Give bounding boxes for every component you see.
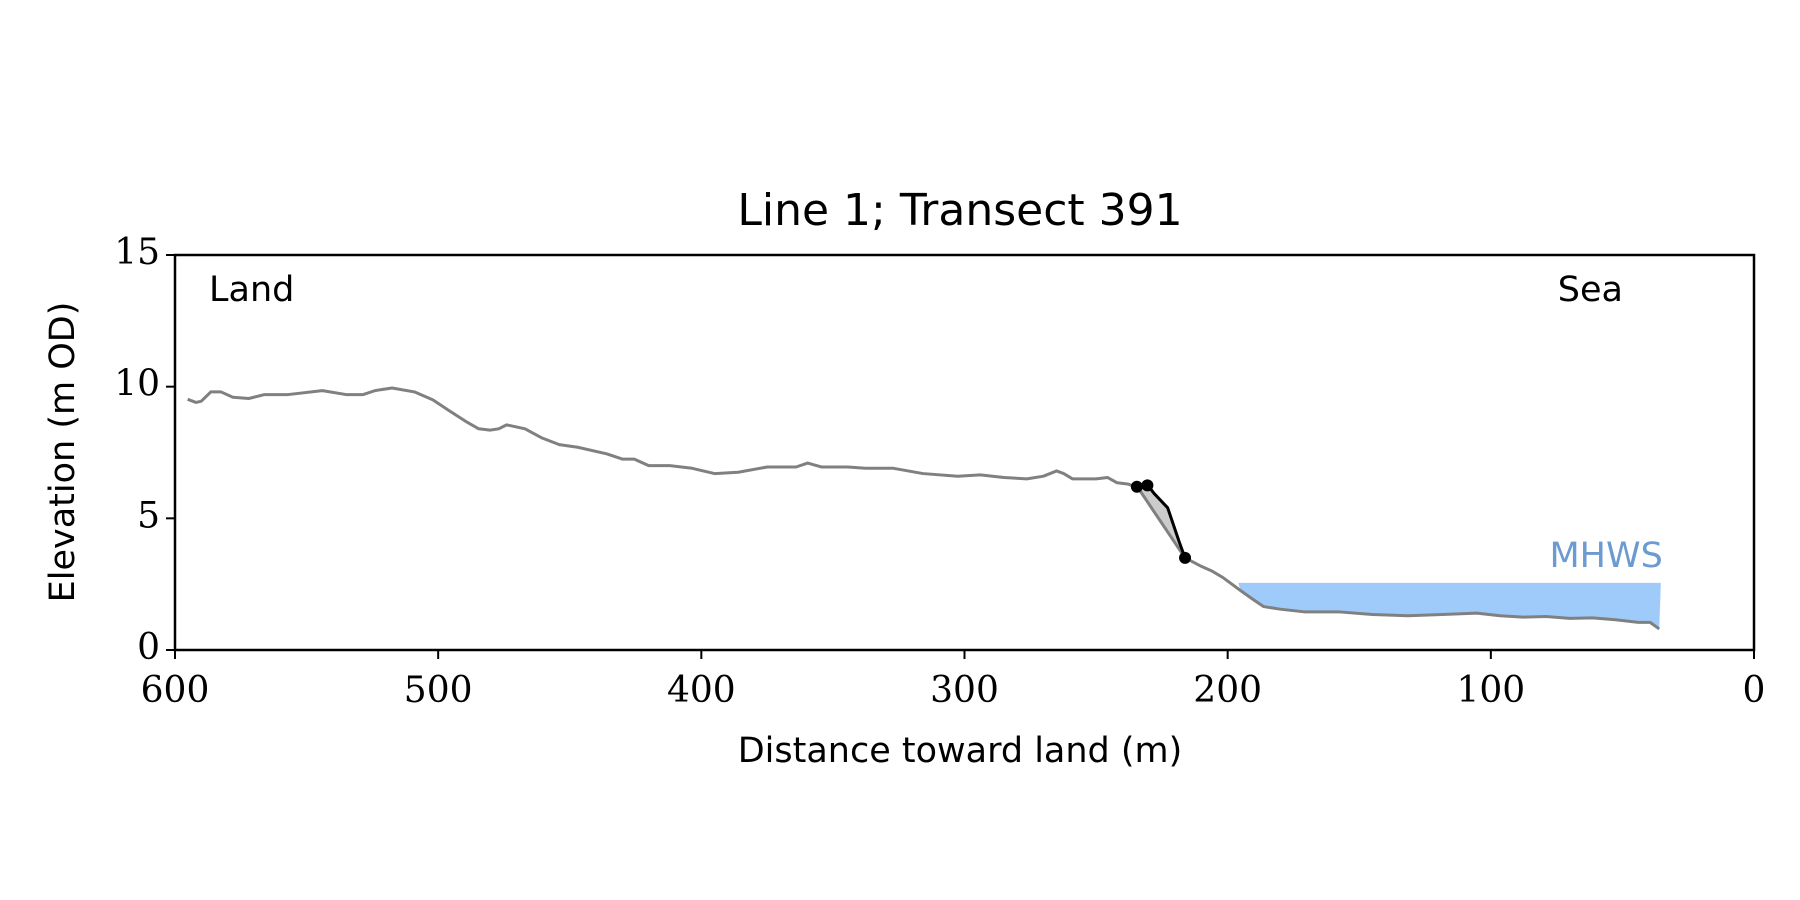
- x-axis-label: Distance toward land (m): [738, 731, 1183, 771]
- x-tick-label: 500: [404, 670, 473, 711]
- chart-title: Line 1; Transect 391: [737, 185, 1182, 236]
- cliff-point: [1130, 480, 1143, 493]
- annotation: Land: [209, 270, 294, 310]
- y-tick-label: 0: [137, 627, 160, 668]
- x-tick-label: 100: [1456, 670, 1525, 711]
- x-tick-label: 200: [1193, 670, 1262, 711]
- mhws-label: MHWS: [1549, 536, 1662, 576]
- cliff-point: [1179, 551, 1192, 564]
- x-tick-label: 600: [141, 670, 210, 711]
- cliff-point: [1141, 479, 1154, 492]
- y-axis-label: Elevation (m OD): [43, 302, 83, 603]
- mhws-area: [1238, 582, 1661, 629]
- y-tick-label: 5: [137, 495, 160, 536]
- y-tick-label: 15: [114, 232, 160, 273]
- profile-line: [187, 386, 1661, 631]
- y-tick-label: 10: [114, 364, 160, 405]
- x-tick-label: 400: [667, 670, 736, 711]
- x-tick-label: 0: [1743, 670, 1766, 711]
- x-tick-label: 300: [930, 670, 999, 711]
- annotation: Sea: [1558, 270, 1623, 310]
